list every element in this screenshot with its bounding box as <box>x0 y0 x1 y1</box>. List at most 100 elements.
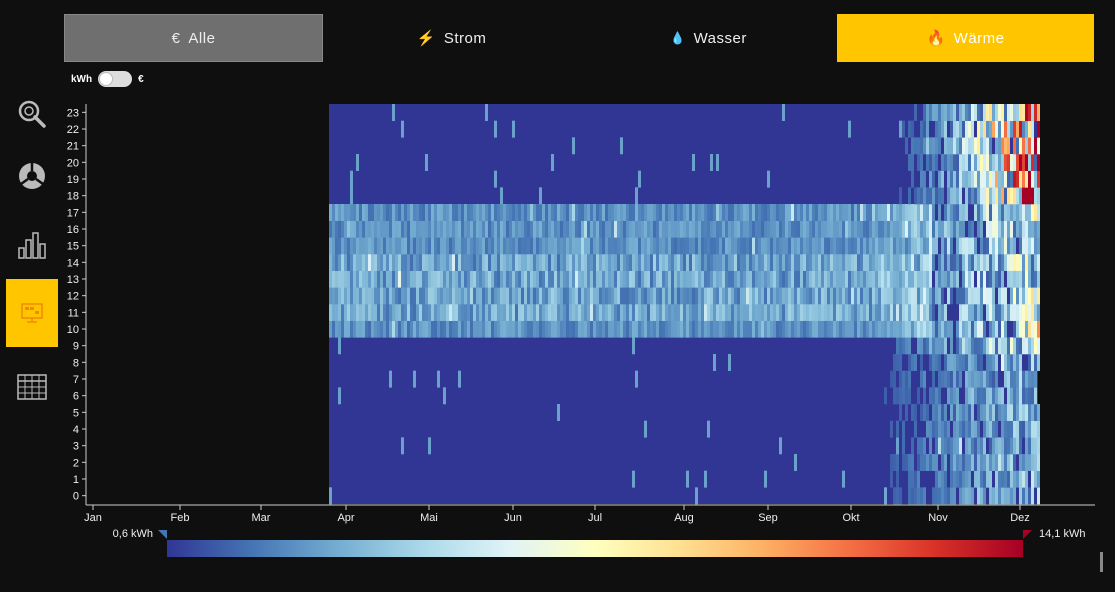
heatmap-cell <box>515 287 518 305</box>
heatmap-cell <box>791 320 794 338</box>
sidebar-item-analysis[interactable] <box>6 80 58 148</box>
heatmap-cell <box>953 404 956 421</box>
heatmap-cell <box>791 270 794 288</box>
heatmap-cell <box>356 254 359 271</box>
heatmap-cell <box>401 120 404 138</box>
heatmap-cell <box>515 270 518 288</box>
heatmap-cell <box>1004 287 1007 305</box>
heatmap-cell <box>962 104 965 121</box>
heatmap-cell <box>959 287 962 305</box>
heatmap-cell <box>893 354 896 371</box>
heatmap-cell <box>413 287 416 305</box>
heatmap-cell <box>638 170 641 188</box>
heatmap-cell <box>977 437 980 455</box>
heatmap-cell <box>902 454 905 471</box>
heatmap-cell <box>1013 404 1016 421</box>
heatmap-cell <box>395 304 398 321</box>
heatmap-cell <box>842 470 845 488</box>
heatmap-cell <box>452 220 455 238</box>
heatmap-cell <box>1016 170 1019 188</box>
heatmap-cell <box>929 254 932 271</box>
heatmap-cell <box>899 204 902 221</box>
heatmap-cell <box>929 304 932 321</box>
heatmap-cell <box>512 304 515 321</box>
heatmap-cell <box>1028 404 1031 421</box>
heatmap-cell <box>1013 237 1016 255</box>
heatmap-cell <box>944 437 947 455</box>
heatmap-cell <box>956 420 959 438</box>
heatmap-cell <box>569 304 572 321</box>
heatmap-cell <box>581 204 584 221</box>
tab-wasser[interactable]: 💧 Wasser <box>580 14 837 62</box>
sidebar-item-table[interactable] <box>6 353 58 421</box>
heatmap-cell <box>512 220 515 238</box>
heatmap-cell <box>785 270 788 288</box>
tab-waerme[interactable]: 🔥 Wärme <box>837 14 1094 62</box>
heatmap-cell <box>743 237 746 255</box>
heatmap-cell <box>929 437 932 455</box>
y-tick-label: 7 <box>73 374 79 386</box>
tab-strom[interactable]: ⚡ Strom <box>323 14 580 62</box>
heatmap-cell <box>671 204 674 221</box>
heatmap-cell <box>878 204 881 221</box>
sidebar-item-heatmap[interactable] <box>6 279 58 347</box>
heatmap-cell <box>833 270 836 288</box>
x-tick-label: Okt <box>842 512 859 524</box>
heatmap-cell <box>968 387 971 405</box>
heatmap-cell <box>926 120 929 138</box>
heatmap-cell <box>563 220 566 238</box>
heatmap-cell <box>1010 120 1013 138</box>
heatmap-cell <box>935 137 938 155</box>
heatmap-cell <box>710 204 713 221</box>
heatmap-cell <box>518 270 521 288</box>
heatmap-cell <box>785 287 788 305</box>
heatmap-cell <box>836 204 839 221</box>
heatmap-cell <box>341 304 344 321</box>
heatmap-cell <box>968 104 971 121</box>
scrollbar[interactable] <box>1100 552 1103 572</box>
heatmap-cell <box>995 237 998 255</box>
heatmap-cell <box>923 237 926 255</box>
y-tick-label: 0 <box>73 491 79 503</box>
heatmap-cell <box>677 270 680 288</box>
heatmap-cell <box>794 270 797 288</box>
sidebar-item-bar[interactable] <box>6 211 58 279</box>
heatmap-cell <box>815 320 818 338</box>
heatmap-cell <box>620 254 623 271</box>
heatmap-cell <box>1010 387 1013 405</box>
heatmap-cell <box>575 304 578 321</box>
heatmap-cell <box>926 187 929 205</box>
heatmap-cell <box>980 137 983 155</box>
heatmap-cell <box>803 304 806 321</box>
heatmap-cell <box>983 170 986 188</box>
heatmap-cell <box>368 270 371 288</box>
heatmap-cell <box>710 254 713 271</box>
unit-switch[interactable] <box>98 71 133 87</box>
heatmap-cell <box>965 137 968 155</box>
heatmap-cell <box>800 287 803 305</box>
heatmap-cell <box>509 254 512 271</box>
heatmap-cell <box>971 270 974 288</box>
heatmap-cell <box>932 304 935 321</box>
heatmap-cell <box>956 287 959 305</box>
heatmap-cell <box>941 170 944 188</box>
heatmap-cell <box>572 237 575 255</box>
heatmap-cell <box>656 304 659 321</box>
heatmap-cell <box>656 270 659 288</box>
y-tick-label: 1 <box>73 474 79 486</box>
heatmap-cell <box>944 220 947 238</box>
heatmap-cell <box>1019 187 1022 205</box>
heatmap-cell <box>674 237 677 255</box>
heatmap-cell <box>869 237 872 255</box>
heatmap-cell <box>455 204 458 221</box>
heatmap-cell <box>440 304 443 321</box>
heatmap-cell <box>986 137 989 155</box>
heatmap-cell <box>734 237 737 255</box>
heatmap-cell <box>926 420 929 438</box>
heatmap-cell <box>1016 120 1019 138</box>
tab-alle[interactable]: € Alle <box>64 14 323 62</box>
heatmap-cell <box>1025 220 1028 238</box>
sidebar-item-pie[interactable] <box>6 142 58 210</box>
heatmap-cell <box>602 254 605 271</box>
heatmap-cell <box>929 104 932 121</box>
